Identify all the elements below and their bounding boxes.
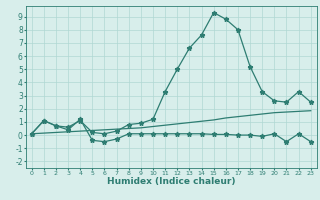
X-axis label: Humidex (Indice chaleur): Humidex (Indice chaleur) (107, 177, 236, 186)
